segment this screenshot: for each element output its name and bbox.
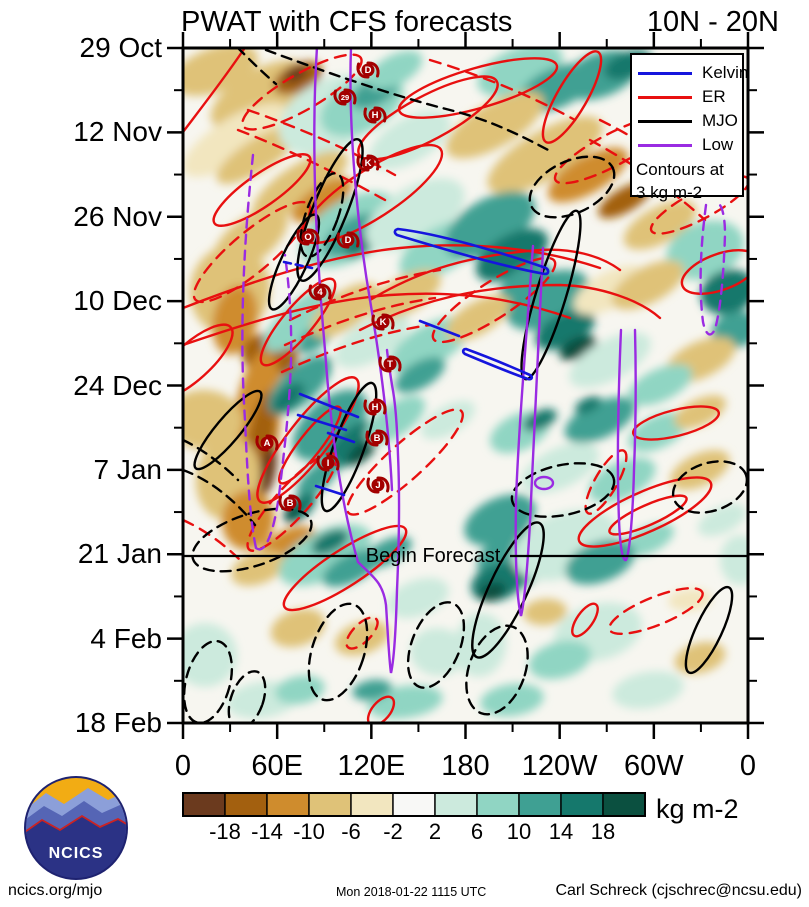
storm-symbol-A: A (255, 434, 279, 452)
storm-symbol-T: T (378, 355, 402, 373)
storm-symbols: D 29 H K O D 4 K T H B A I J B (255, 61, 402, 512)
legend-item-label: Kelvin (702, 63, 749, 82)
storm-symbol-B: B (278, 494, 302, 512)
begin-forecast-line: Begin Forecast (183, 545, 748, 567)
legend-item-mjo: MJO (636, 109, 738, 133)
colorbar-tick-label: 2 (428, 819, 442, 844)
legend-note-line1: Contours at (636, 160, 724, 179)
svg-text:4: 4 (317, 287, 323, 298)
svg-text:K: K (365, 158, 372, 169)
ncics-logo-text: NCICS (49, 845, 104, 862)
ncics-logo: NCICS (24, 776, 128, 880)
x-axis-label: 120E (337, 750, 406, 782)
y-axis-label: 4 Feb (90, 622, 162, 654)
begin-forecast-label: Begin Forecast (366, 545, 501, 567)
low-contours-solid (313, 48, 637, 674)
x-axis-label: 60W (624, 750, 684, 782)
colorbar-tick-label: -18 (209, 819, 241, 844)
colorbar-tick-label: -14 (251, 819, 283, 844)
y-axis-label: 7 Jan (93, 453, 163, 485)
storm-symbol-D: D (336, 231, 360, 249)
storm-symbol-K: K (371, 313, 395, 331)
svg-text:29: 29 (341, 93, 349, 102)
svg-text:T: T (387, 359, 393, 370)
y-axis-label: 24 Dec (73, 369, 162, 401)
svg-text:H: H (372, 402, 379, 413)
storm-symbol-D: D (356, 61, 380, 79)
latitude-band-label: 10N - 20N (646, 6, 779, 38)
x-axis-label: 0 (739, 750, 757, 782)
mjo-contours-dashed (183, 48, 748, 723)
svg-text:K: K (380, 317, 387, 328)
storm-symbol-4: 4 (308, 283, 332, 301)
x-axis-label: 180 (441, 750, 490, 782)
y-axis-label: 10 Dec (73, 285, 162, 317)
legend-line-swatch (638, 95, 692, 99)
svg-text:I: I (327, 458, 330, 469)
svg-text:B: B (287, 498, 294, 509)
svg-text:A: A (264, 438, 271, 449)
legend-item-label: ER (702, 87, 726, 106)
y-axis-label: 26 Nov (73, 200, 162, 232)
legend-note-line2: 3 kg m-2 (636, 182, 703, 202)
kelvin-contours (282, 227, 550, 497)
legend-line-swatch (638, 71, 692, 75)
svg-text:D: D (365, 65, 372, 76)
x-axis-label: 120W (521, 750, 598, 782)
svg-text:H: H (372, 110, 379, 121)
storm-symbol-K: K (356, 154, 380, 172)
colorbar-tick-label: -6 (341, 819, 361, 844)
storm-symbol-O: O (296, 228, 320, 246)
storm-symbol-29: 29 (333, 88, 357, 106)
legend: Kelvin ER MJO Low Contours at 3 kg m-2 (630, 53, 748, 202)
er-contours-solid (183, 48, 748, 723)
storm-symbol-H: H (363, 398, 387, 416)
legend-item-label: MJO (702, 111, 738, 130)
legend-item-kelvin: Kelvin (636, 61, 748, 85)
svg-text:J: J (375, 480, 380, 491)
footer-url: ncics.org/mjo (8, 882, 103, 899)
svg-text:D: D (345, 235, 352, 246)
y-axis-label: 18 Feb (74, 707, 162, 738)
colorbar-tick-label: 6 (470, 819, 484, 844)
colorbar-unit-label: kg m-2 (656, 794, 739, 824)
storm-symbol-B: B (365, 429, 389, 447)
colorbar-tick-label: -2 (383, 819, 403, 844)
colorbar-tick-label: 14 (548, 819, 574, 844)
legend-item-er: ER (636, 85, 738, 109)
legend-line-swatch (638, 143, 692, 147)
storm-symbol-J: J (366, 476, 390, 494)
storm-symbol-I: I (316, 454, 340, 472)
low-contours-dashed (241, 153, 727, 551)
y-axis-label: 21 Jan (77, 538, 162, 570)
plot-border (181, 46, 750, 725)
y-axis-label: 29 Oct (79, 32, 162, 63)
legend-line-swatch (638, 119, 692, 123)
footer-timestamp: Mon 2018-01-22 1115 UTC (336, 885, 487, 899)
storm-symbol-H: H (363, 106, 387, 124)
footer-author: Carl Schreck (cjschrec@ncsu.edu) (555, 882, 802, 899)
legend-item-label: Low (702, 135, 734, 154)
svg-text:B: B (374, 433, 381, 444)
x-axis-label: 60E (251, 750, 303, 782)
colorbar (182, 792, 646, 817)
colorbar-tick-label: 18 (590, 819, 616, 844)
page-title: PWAT with CFS forecasts (181, 6, 513, 38)
filled-anomaly-field (183, 48, 748, 723)
y-axis-label: 12 Nov (73, 116, 162, 148)
colorbar-tick-label: 10 (506, 819, 532, 844)
svg-text:O: O (304, 232, 311, 243)
x-axis-label: 0 (174, 750, 192, 782)
colorbar-tick-label: -10 (293, 819, 325, 844)
legend-item-low: Low (636, 133, 738, 157)
